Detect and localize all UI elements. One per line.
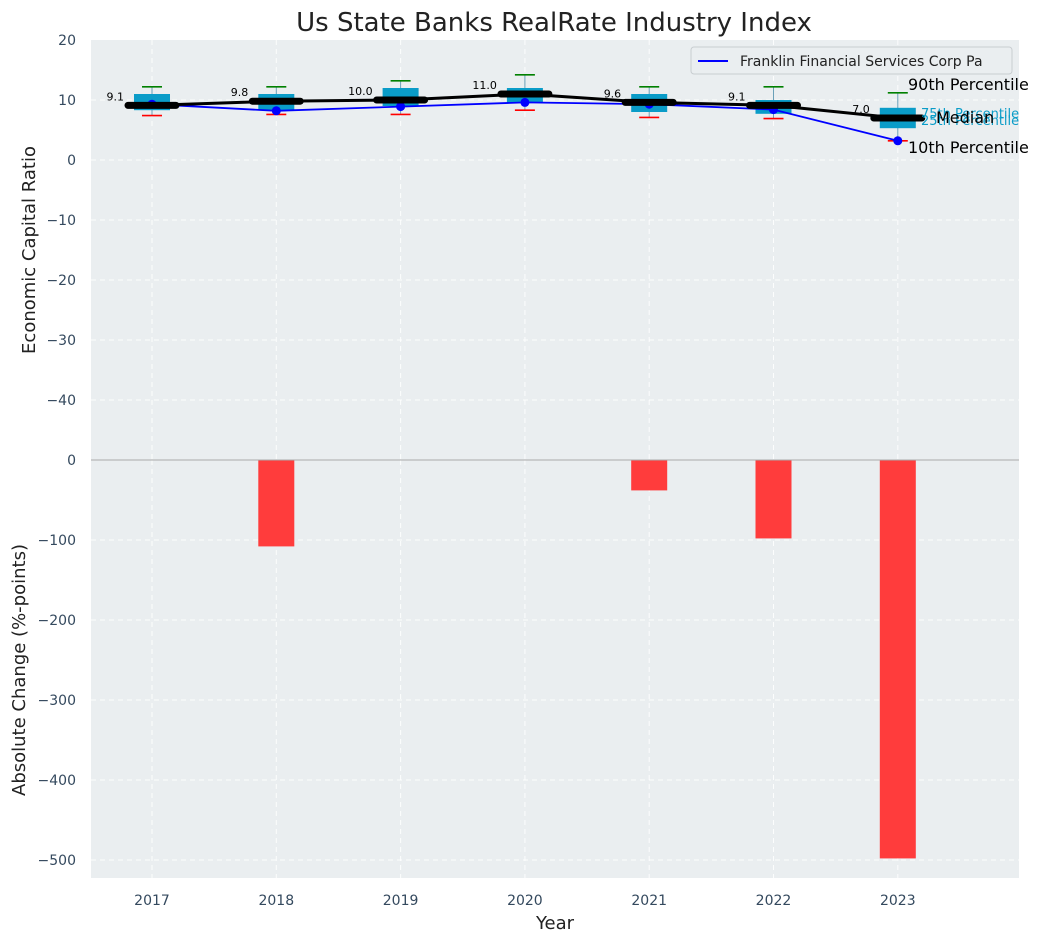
median-value-label: 9.6: [604, 87, 622, 100]
bottom-y-tick-label: −500: [38, 853, 76, 869]
change-bar: [755, 460, 792, 539]
legend: Franklin Financial Services Corp Pa: [690, 46, 1013, 75]
top-y-tick-label: 0: [67, 453, 76, 469]
x-tick-label: 2023: [880, 893, 916, 909]
annotation-median: Median: [936, 108, 994, 127]
bottom-y-ticks: −100 −200 −300 −400 −500: [38, 533, 76, 869]
x-tick-label: 2017: [134, 893, 170, 909]
x-axis-label: Year: [535, 913, 575, 934]
bottom-panel-background: [91, 460, 1019, 878]
change-bar: [879, 460, 916, 859]
x-tick-label: 2019: [383, 893, 419, 909]
legend-label-franklin: Franklin Financial Services Corp Pa: [740, 54, 983, 70]
annotation-90th: 90th Percentile: [908, 75, 1029, 94]
median-value-label: 7.0: [852, 103, 870, 116]
bottom-y-axis-label: Absolute Change (%-points): [9, 544, 30, 796]
change-bar: [631, 460, 668, 491]
franklin-point: [520, 97, 530, 107]
franklin-point: [271, 106, 281, 116]
change-bar: [258, 460, 295, 547]
top-y-tick-label: −10: [46, 213, 76, 229]
top-y-axis-label: Economic Capital Ratio: [19, 146, 40, 354]
top-y-tick-label: 20: [58, 33, 76, 49]
top-y-tick-label: 10: [58, 93, 76, 109]
x-tick-label: 2018: [258, 893, 294, 909]
top-y-tick-label: −30: [46, 333, 76, 349]
franklin-point: [893, 136, 903, 146]
top-y-tick-label: 0: [67, 153, 76, 169]
bottom-y-tick-label: −300: [38, 693, 76, 709]
x-tick-label: 2022: [756, 893, 792, 909]
change-bars: [258, 460, 916, 859]
bottom-grid: [91, 460, 1019, 878]
annotation-10th: 10th Percentile: [908, 138, 1029, 157]
franklin-point: [396, 102, 406, 112]
top-panel: 20 10 0 −10 −20 −30 −40 0 9.1 9.8 10.0 11.0 9.6 9.1 7…: [19, 33, 1029, 469]
percentile-annotations: 90th Percentile 75th Percentile 25th Per…: [908, 75, 1029, 157]
median-value-label: 9.1: [728, 90, 746, 103]
chart-title: Us State Banks RealRate Industry Index: [296, 8, 812, 38]
annotation-75th: 75th Percentile: [921, 107, 1019, 122]
median-value-label: 10.0: [348, 85, 373, 98]
x-axis-ticks: 2017 2018 2019 2020 2021 2022 2023: [134, 893, 915, 909]
bottom-y-tick-label: −100: [38, 533, 76, 549]
bottom-panel: −100 −200 −300 −400 −500 Absolute Change (%-…: [9, 459, 1019, 878]
x-tick-label: 2020: [507, 893, 543, 909]
top-y-tick-label: −20: [46, 273, 76, 289]
top-grid: [91, 40, 1019, 460]
median-value-label: 9.1: [107, 90, 125, 103]
median-value-label: 9.8: [231, 86, 249, 99]
median-series: 9.1 9.8 10.0 11.0 9.6 9.1 7.0: [107, 79, 926, 122]
top-y-tick-label: −40: [46, 393, 76, 409]
bottom-y-tick-label: −400: [38, 773, 76, 789]
median-value-label: 11.0: [472, 79, 497, 92]
x-tick-label: 2021: [631, 893, 667, 909]
legend-box: [690, 46, 1013, 75]
top-y-ticks: 20 10 0 −10 −20 −30 −40 0: [46, 33, 76, 469]
bottom-y-tick-label: −200: [38, 613, 76, 629]
annotation-25th: 25th Percentile: [921, 114, 1019, 129]
